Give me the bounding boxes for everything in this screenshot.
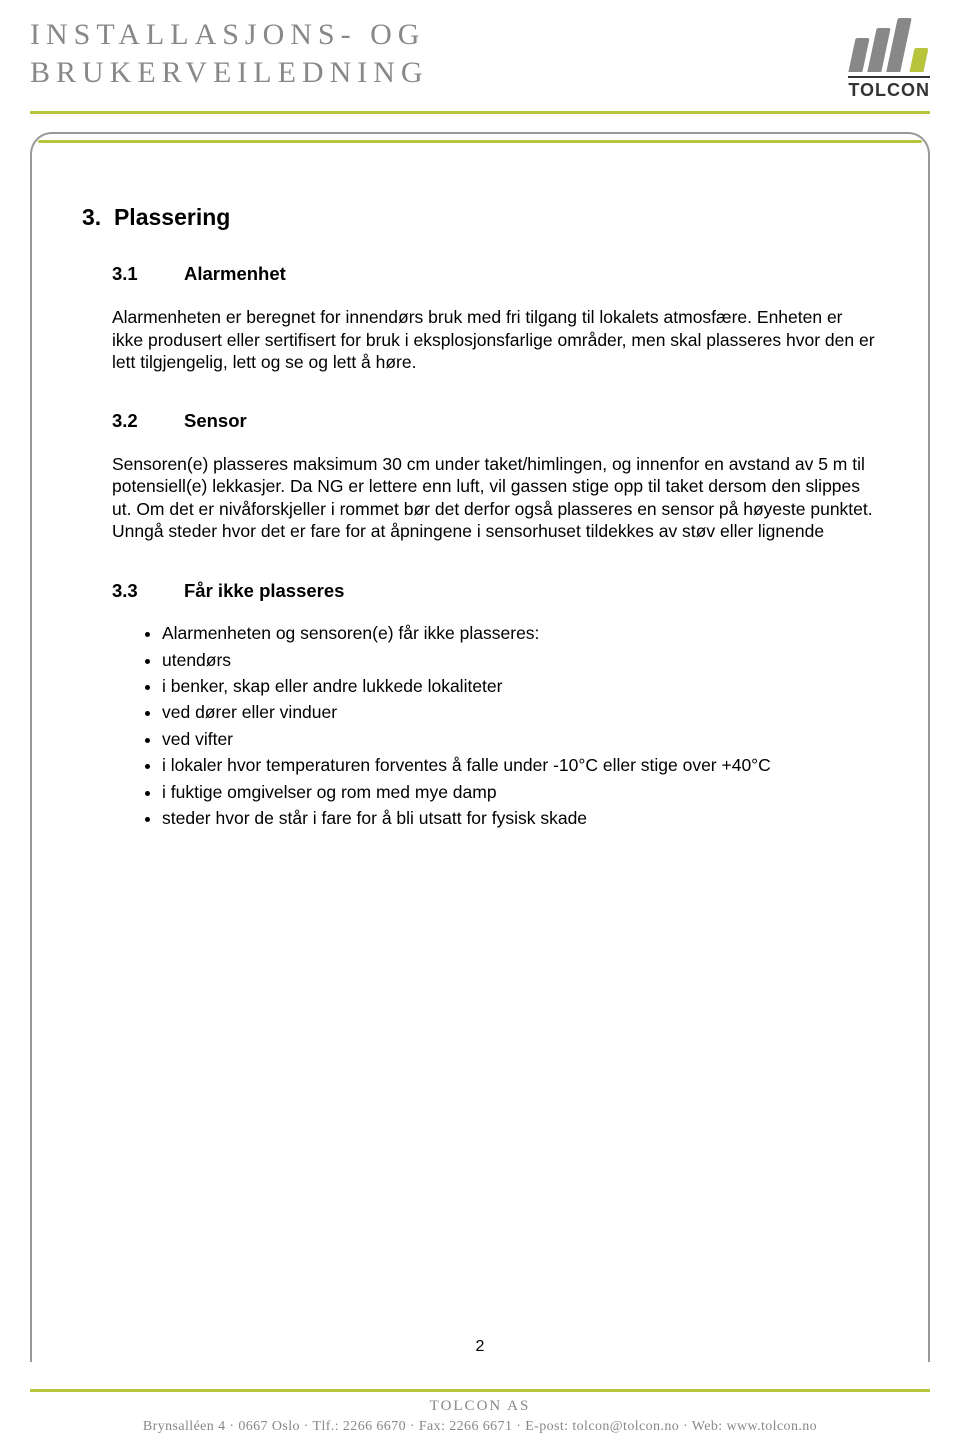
subsection-3-2: 3.2Sensor Sensoren(e) plasseres maksimum…	[112, 409, 878, 542]
list-item: ved vifter	[162, 728, 878, 750]
header-title-line2: BRUKERVEILEDNING	[30, 56, 429, 90]
footer-company-name: TOLCON AS	[30, 1398, 930, 1415]
brand-name: TOLCON	[848, 76, 930, 101]
header-underline	[30, 111, 930, 114]
list-item: steder hvor de står i fare for å bli uts…	[162, 807, 878, 829]
content-body: 3. Plassering 3.1Alarmenhet Alarmenheten…	[32, 143, 928, 869]
subsection-3-1-title: Alarmenhet	[184, 263, 286, 284]
list-item: i benker, skap eller andre lukkede lokal…	[162, 675, 878, 697]
subsection-3-1: 3.1Alarmenhet Alarmenheten er beregnet f…	[112, 262, 878, 373]
subsection-3-2-paragraph: Sensoren(e) plasseres maksimum 30 cm und…	[112, 453, 878, 543]
subsection-3-1-number: 3.1	[112, 262, 184, 286]
list-item: i lokaler hvor temperaturen forventes å …	[162, 754, 878, 776]
page-header: INSTALLASJONS- OG BRUKERVEILEDNING TOLCO…	[0, 0, 960, 111]
logo-bars-icon	[852, 18, 926, 72]
footer-contact-line: Brynsalléen 4 · 0667 Oslo · Tlf.: 2266 6…	[30, 1419, 930, 1435]
brand-logo: TOLCON	[848, 18, 930, 101]
section-3-title: Plassering	[114, 204, 230, 230]
header-title-line1: INSTALLASJONS- OG	[30, 18, 429, 52]
subsection-3-3: 3.3Får ikke plasseres Alarmenheten og se…	[112, 579, 878, 830]
subsection-3-1-paragraph: Alarmenheten er beregnet for innendørs b…	[112, 306, 878, 373]
subsection-3-2-heading: 3.2Sensor	[112, 409, 878, 433]
subsection-3-3-number: 3.3	[112, 579, 184, 603]
section-3-heading: 3. Plassering	[82, 203, 878, 232]
list-item: i fuktige omgivelser og rom med mye damp	[162, 781, 878, 803]
page-number: 2	[476, 1338, 485, 1356]
list-item: utendørs	[162, 649, 878, 671]
section-3-number: 3.	[82, 204, 101, 230]
footer-accent-line	[30, 1389, 930, 1392]
list-item: Alarmenheten og sensoren(e) får ikke pla…	[162, 622, 878, 644]
header-title-block: INSTALLASJONS- OG BRUKERVEILEDNING	[30, 18, 429, 90]
subsection-3-3-heading: 3.3Får ikke plasseres	[112, 579, 878, 603]
subsection-3-1-heading: 3.1Alarmenhet	[112, 262, 878, 286]
subsection-3-3-bullets: Alarmenheten og sensoren(e) får ikke pla…	[162, 622, 878, 829]
subsection-3-2-number: 3.2	[112, 409, 184, 433]
page-footer: TOLCON AS Brynsalléen 4 · 0667 Oslo · Tl…	[0, 1383, 960, 1445]
subsection-3-2-title: Sensor	[184, 410, 247, 431]
list-item: ved dører eller vinduer	[162, 701, 878, 723]
subsection-3-3-title: Får ikke plasseres	[184, 580, 344, 601]
content-frame: 3. Plassering 3.1Alarmenhet Alarmenheten…	[30, 132, 930, 1362]
